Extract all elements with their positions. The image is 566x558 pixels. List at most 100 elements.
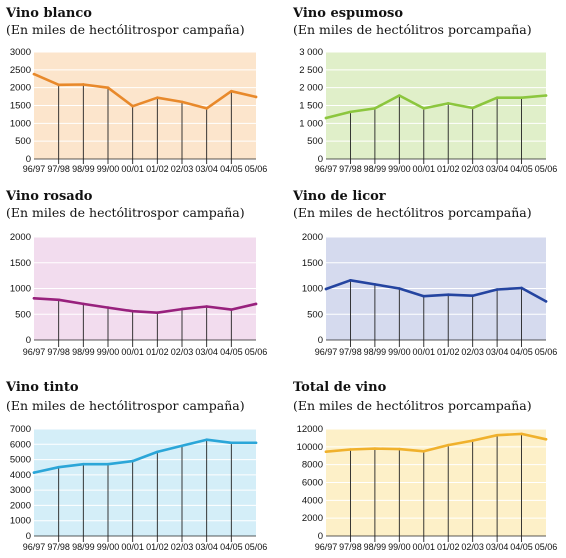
y-tick-label: 3000 <box>10 485 31 496</box>
y-tick-label: 2500 <box>10 65 31 76</box>
y-tick-label: 0 <box>26 154 31 165</box>
y-tick-label: 1 000 <box>299 118 323 129</box>
x-tick-label: 96/97 <box>315 164 338 174</box>
x-tick-label: 00/01 <box>413 347 436 357</box>
y-tick-label: 4000 <box>302 495 323 506</box>
y-tick-label: 0 <box>318 335 323 346</box>
series-line <box>324 94 548 120</box>
y-tick-label: 500 <box>307 136 323 147</box>
x-tick-label: 04/05 <box>220 164 243 174</box>
y-tick-label: 2 000 <box>299 83 323 94</box>
data-point <box>156 311 159 315</box>
data-point <box>446 293 450 296</box>
data-point <box>422 107 426 110</box>
chart-subtitle: (En miles de hectólitros porcampaña) <box>293 398 532 413</box>
data-point <box>106 462 110 466</box>
data-point <box>205 438 208 442</box>
data-point <box>398 447 401 451</box>
data-point <box>230 441 233 445</box>
data-point <box>230 308 233 311</box>
chart-title: Vino de licor <box>293 189 386 204</box>
data-point <box>398 94 401 97</box>
y-tick-label: 2000 <box>302 513 323 524</box>
data-point <box>82 302 85 306</box>
x-tick-label: 97/98 <box>339 542 362 552</box>
x-tick-label: 99/00 <box>97 347 120 357</box>
data-point <box>32 72 36 76</box>
series-line <box>324 432 548 454</box>
data-point <box>520 432 523 436</box>
data-point <box>180 444 184 448</box>
data-point <box>106 86 110 89</box>
data-point <box>324 450 328 454</box>
data-point <box>520 96 523 99</box>
data-point <box>131 309 134 313</box>
y-tick-label: 5000 <box>10 455 31 466</box>
x-tick-label: 00/01 <box>413 164 436 174</box>
chart-subtitle: (En miles de hectólitrospor campaña) <box>6 205 245 220</box>
data-point <box>82 83 85 86</box>
series-line <box>32 296 258 315</box>
series-line <box>32 438 258 474</box>
x-tick-label: 99/00 <box>97 542 120 552</box>
data-point <box>131 104 134 108</box>
x-tick-label: 00/01 <box>121 347 144 357</box>
y-tick-label: 2000 <box>10 232 31 243</box>
y-tick-label: 2000 <box>302 232 323 243</box>
x-tick-label: 05/06 <box>535 542 558 552</box>
x-tick-label: 04/05 <box>220 542 243 552</box>
y-tick-label: 6000 <box>10 439 31 450</box>
x-tick-label: 05/06 <box>535 164 558 174</box>
y-tick-label: 0 <box>26 531 31 542</box>
x-tick-label: 96/97 <box>23 542 46 552</box>
data-point <box>544 437 548 441</box>
data-point <box>373 283 377 286</box>
y-tick-label: 4000 <box>10 470 31 481</box>
x-tick-label: 01/02 <box>437 347 460 357</box>
x-tick-label: 00/01 <box>121 164 144 174</box>
data-point <box>422 449 426 453</box>
chart-subtitle: (En miles de hectólitrospor campaña) <box>6 398 245 413</box>
x-tick-label: 02/03 <box>461 164 484 174</box>
data-point <box>349 278 352 282</box>
series-line <box>32 72 258 110</box>
x-tick-label: 03/04 <box>195 164 218 174</box>
data-point <box>471 439 474 442</box>
data-point <box>324 287 328 291</box>
y-tick-label: 1000 <box>10 284 31 295</box>
data-point <box>254 302 258 306</box>
y-tick-label: 1500 <box>302 258 323 269</box>
data-point <box>544 300 548 303</box>
data-point <box>57 465 60 469</box>
data-point <box>471 294 474 298</box>
y-tick-label: 3000 <box>10 47 31 58</box>
data-point <box>398 287 401 290</box>
y-tick-label: 12000 <box>297 424 323 435</box>
y-tick-label: 0 <box>318 154 323 165</box>
x-tick-label: 97/98 <box>47 347 70 357</box>
x-tick-label: 99/00 <box>388 347 411 357</box>
x-tick-label: 97/98 <box>339 164 362 174</box>
x-tick-label: 01/02 <box>437 542 460 552</box>
chart-title: Total de vino <box>293 380 387 395</box>
x-tick-label: 05/06 <box>535 347 558 357</box>
data-point <box>495 288 499 291</box>
x-tick-label: 00/01 <box>413 542 436 552</box>
data-point <box>32 296 36 300</box>
data-point <box>32 471 36 474</box>
plot-background <box>34 429 256 536</box>
data-point <box>373 447 377 450</box>
x-tick-label: 01/02 <box>146 542 169 552</box>
data-point <box>349 110 352 114</box>
data-point <box>254 441 258 445</box>
data-point <box>131 459 134 463</box>
x-tick-label: 01/02 <box>146 164 169 174</box>
y-tick-label: 1500 <box>10 101 31 112</box>
y-tick-label: 0 <box>26 335 31 346</box>
x-tick-label: 01/02 <box>437 164 460 174</box>
